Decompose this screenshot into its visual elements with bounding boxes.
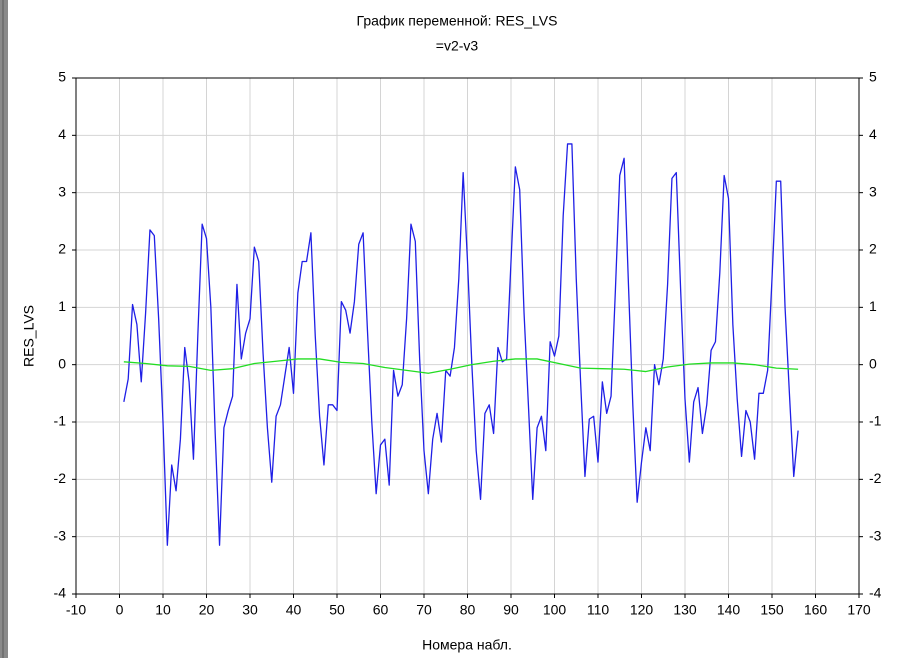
y-tick-label: -4 (54, 585, 67, 601)
plot-frame (75, 77, 860, 595)
chart-title: График переменной: RES_LVS (357, 13, 558, 29)
y2-tick-label: 0 (869, 355, 877, 371)
x-tick-label: 140 (717, 602, 741, 618)
y2-tick-label: 5 (869, 69, 877, 85)
x-tick-label: 50 (329, 602, 345, 618)
y-tick-label: -1 (54, 413, 67, 429)
y-tick-label: 0 (58, 355, 66, 371)
y-tick-label: 3 (58, 183, 66, 199)
y2-tick-label: 1 (869, 298, 877, 314)
x-tick-label: 150 (760, 602, 784, 618)
y2-tick-label: 3 (869, 183, 877, 199)
y-axis-label: RES_LVS (21, 305, 37, 367)
x-tick-label: 80 (460, 602, 476, 618)
x-tick-label: 170 (847, 602, 871, 618)
x-axis-label: Номера набл. (422, 637, 512, 653)
x-tick-label: 160 (804, 602, 828, 618)
x-tick-label: 70 (416, 602, 432, 618)
y2-tick-label: 4 (869, 126, 877, 142)
y-tick-label: 1 (58, 298, 66, 314)
x-tick-label: 130 (673, 602, 697, 618)
y-tick-label: 5 (58, 69, 66, 85)
y-tick-label: -2 (54, 470, 67, 486)
series-line (123, 143, 799, 546)
x-tick-label: 30 (242, 602, 258, 618)
x-tick-label: -10 (66, 602, 86, 618)
x-tick-label: 0 (116, 602, 124, 618)
y2-tick-label: -2 (869, 470, 882, 486)
chart-subtitle: =v2-v3 (436, 38, 479, 54)
x-tick-label: 110 (587, 602, 610, 618)
x-tick-label: 20 (199, 602, 215, 618)
x-tick-label: 40 (286, 602, 302, 618)
y-tick-label: 2 (58, 241, 66, 257)
y2-tick-label: -3 (869, 527, 882, 543)
x-tick-label: 100 (543, 602, 567, 618)
window-border (0, 0, 8, 658)
y2-tick-label: -4 (869, 585, 882, 601)
x-tick-label: 120 (630, 602, 654, 618)
x-tick-label: 60 (373, 602, 389, 618)
y2-tick-label: 2 (869, 241, 877, 257)
x-tick-label: 10 (155, 602, 171, 618)
y2-tick-label: -1 (869, 413, 882, 429)
y-tick-label: -3 (54, 527, 67, 543)
y-tick-label: 4 (58, 126, 66, 142)
series-line (123, 358, 799, 374)
x-tick-label: 90 (503, 602, 519, 618)
